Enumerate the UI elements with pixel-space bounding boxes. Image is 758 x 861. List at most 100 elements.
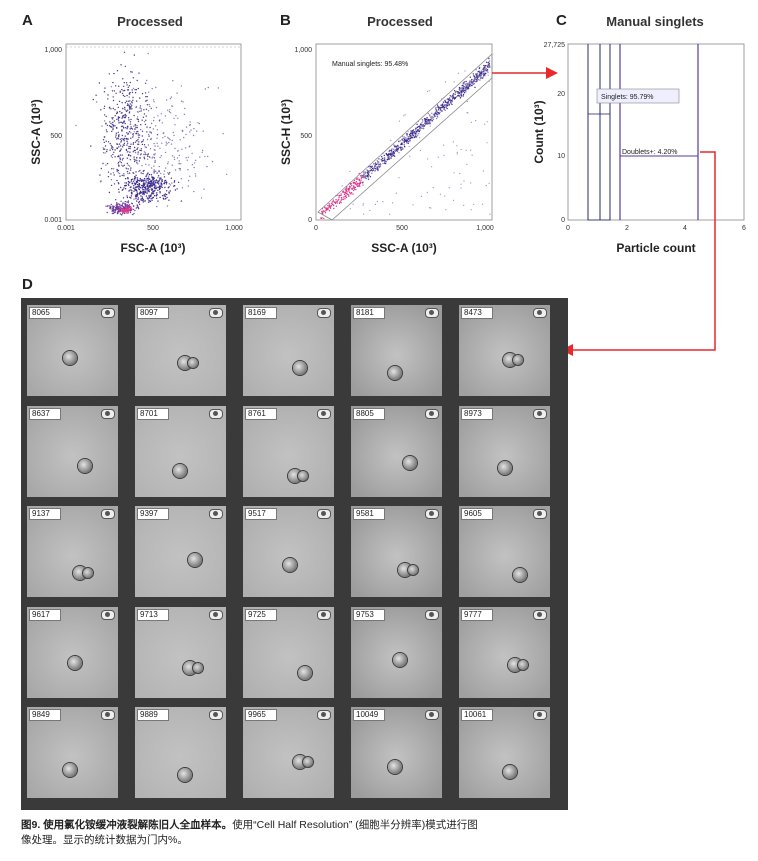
cell-image-tile[interactable]: 9713 <box>135 607 226 698</box>
scatter-point <box>119 160 121 162</box>
scatter-point <box>121 117 123 119</box>
scatter-point <box>131 183 133 185</box>
cell-image-tile[interactable]: 9725 <box>243 607 334 698</box>
eye-icon[interactable] <box>101 308 115 318</box>
eye-icon[interactable] <box>209 308 223 318</box>
scatter-point <box>459 97 462 99</box>
cell-image-tile[interactable]: 9889 <box>135 707 226 798</box>
scatter-point <box>486 142 488 144</box>
cell-image-tile[interactable]: 9517 <box>243 506 334 597</box>
eye-icon[interactable] <box>209 710 223 720</box>
scatter-point <box>183 136 185 139</box>
scatter-point <box>176 92 178 94</box>
eye-icon[interactable] <box>425 509 439 519</box>
scatter-point <box>133 114 135 117</box>
cell-image-tile[interactable]: 9605 <box>459 506 550 597</box>
scatter-point <box>189 121 191 123</box>
scatter-point <box>152 178 155 180</box>
scatter-point <box>137 198 139 201</box>
eye-icon[interactable] <box>209 509 223 519</box>
scatter-point <box>144 146 146 148</box>
cell-image-tile[interactable]: 8701 <box>135 406 226 497</box>
caption-line2: 像处理。显示的统计数据为门内%。 <box>21 834 188 846</box>
scatter-point <box>476 77 478 80</box>
scatter-point <box>167 136 169 139</box>
eye-icon[interactable] <box>101 409 115 419</box>
cell-image-tile[interactable]: 9581 <box>351 506 442 597</box>
eye-icon[interactable] <box>317 509 331 519</box>
scatter-point <box>123 175 125 177</box>
scatter-point <box>390 139 392 142</box>
eye-icon[interactable] <box>317 710 331 720</box>
eye-icon[interactable] <box>533 509 547 519</box>
eye-icon[interactable] <box>425 409 439 419</box>
cell-image-tile[interactable]: 8761 <box>243 406 334 497</box>
scatter-point <box>125 148 128 151</box>
cell-image-tile[interactable]: 8473 <box>459 305 550 396</box>
scatter-point <box>138 136 140 139</box>
scatter-point <box>124 102 127 104</box>
scatter-point <box>121 214 123 216</box>
cell-image-tile[interactable]: 8637 <box>27 406 118 497</box>
scatter-point <box>149 105 151 108</box>
tile-id-label: 9137 <box>29 508 61 520</box>
eye-icon[interactable] <box>317 409 331 419</box>
scatter-point <box>137 197 139 199</box>
cell-image-tile[interactable]: 9617 <box>27 607 118 698</box>
eye-icon[interactable] <box>317 610 331 620</box>
cell-image-tile[interactable]: 8805 <box>351 406 442 497</box>
eye-icon[interactable] <box>533 710 547 720</box>
cell-image-tile[interactable]: 8065 <box>27 305 118 396</box>
cell-image-tile[interactable]: 9397 <box>135 506 226 597</box>
cell-image-tile[interactable]: 9965 <box>243 707 334 798</box>
scatter-point <box>418 133 420 135</box>
scatter-point <box>161 186 163 189</box>
eye-icon[interactable] <box>317 308 331 318</box>
scatter-point <box>114 115 116 117</box>
cell-image-tile[interactable]: 9753 <box>351 607 442 698</box>
scatter-point <box>432 187 434 189</box>
b-ytick-mid: 500 <box>300 133 312 140</box>
scatter-point <box>470 121 472 123</box>
scatter-point <box>382 201 384 203</box>
scatter-point <box>126 170 129 173</box>
scatter-point <box>484 66 486 69</box>
scatter-point <box>109 205 111 207</box>
scatter-point <box>456 145 458 147</box>
eye-icon[interactable] <box>425 710 439 720</box>
cell-image-tile[interactable]: 8097 <box>135 305 226 396</box>
cell-image-tile[interactable]: 10049 <box>351 707 442 798</box>
scatter-point <box>135 171 137 173</box>
scatter-point <box>455 96 458 98</box>
cell-image-tile[interactable]: 9777 <box>459 607 550 698</box>
scatter-point <box>479 71 481 74</box>
scatter-point <box>423 125 426 127</box>
cell-image-tile[interactable]: 8169 <box>243 305 334 396</box>
cell-image-tile[interactable]: 9849 <box>27 707 118 798</box>
cell-image-tile[interactable]: 9137 <box>27 506 118 597</box>
cell-image-tile[interactable]: 10061 <box>459 707 550 798</box>
scatter-point <box>170 143 173 145</box>
eye-icon[interactable] <box>425 610 439 620</box>
eye-icon[interactable] <box>425 308 439 318</box>
eye-icon[interactable] <box>101 610 115 620</box>
scatter-point <box>115 207 117 209</box>
scatter-point <box>463 204 465 206</box>
scatter-point <box>111 156 114 159</box>
eye-icon[interactable] <box>209 409 223 419</box>
eye-icon[interactable] <box>533 610 547 620</box>
scatter-point <box>147 155 149 158</box>
scatter-point <box>154 153 156 155</box>
cell-image-tile[interactable]: 8973 <box>459 406 550 497</box>
eye-icon[interactable] <box>533 308 547 318</box>
scatter-point <box>139 157 141 159</box>
eye-icon[interactable] <box>101 710 115 720</box>
scatter-point <box>130 195 133 197</box>
eye-icon[interactable] <box>533 409 547 419</box>
eye-icon[interactable] <box>101 509 115 519</box>
scatter-point <box>385 152 387 155</box>
eye-icon[interactable] <box>209 610 223 620</box>
scatter-point <box>147 175 150 177</box>
cell-image-tile[interactable]: 8181 <box>351 305 442 396</box>
scatter-point <box>159 196 161 199</box>
